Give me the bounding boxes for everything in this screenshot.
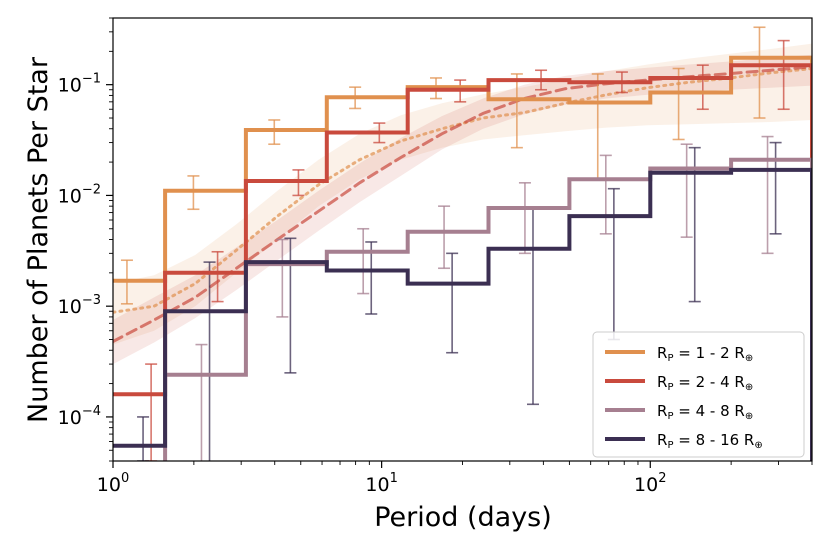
- step-line-series-4: [113, 167, 812, 461]
- error-bar-series-3-bin-4: [357, 227, 370, 295]
- legend-entry-1: RP = 1 - 2 R⊕: [605, 344, 753, 364]
- error-bar-series-3-bin-2: [195, 343, 208, 461]
- error-bar-series-1-bin-3: [268, 119, 281, 146]
- y-tick-label: 10−4: [58, 404, 101, 429]
- band-series-1: [113, 43, 812, 345]
- x-tick-label: 101: [365, 471, 397, 496]
- error-bar-series-4-bin-2: [203, 261, 216, 461]
- error-bar-series-2-bin-2: [211, 250, 224, 303]
- error-bar-series-3-bin-9: [761, 135, 774, 255]
- legend-entry-4: RP = 8 - 16 R⊕: [605, 431, 763, 451]
- error-bar-series-1-bin-8: [672, 67, 685, 141]
- x-axis-label: Period (days): [374, 502, 552, 533]
- error-bar-series-3-bin-6: [518, 182, 531, 255]
- error-bar-series-3-bin-8: [680, 143, 693, 238]
- error-bar-series-3-bin-7: [599, 154, 612, 235]
- legend-label: RP = 4 - 8 R⊕: [657, 402, 753, 422]
- error-bar-series-4-bin-4: [365, 241, 378, 315]
- y-tick-label: 10−2: [58, 182, 101, 207]
- step-histograms: [113, 55, 812, 461]
- error-bar-series-4-bin-1: [137, 416, 150, 461]
- error-bar-series-4-bin-5: [446, 252, 459, 354]
- fit-curve-series-1: [113, 67, 812, 314]
- x-tick-label: 102: [634, 471, 666, 496]
- error-bar-series-3-bin-3: [276, 238, 289, 318]
- legend-entry-2: RP = 2 - 4 R⊕: [605, 373, 753, 393]
- y-axis-ticks: 10−4 10−3 10−2 10−1: [58, 17, 113, 462]
- confidence-bands: [113, 43, 812, 365]
- legend-label: RP = 1 - 2 R⊕: [657, 344, 753, 364]
- x-tick-label: 100: [97, 471, 129, 496]
- legend-box: [592, 331, 805, 458]
- legend-label: RP = 8 - 16 R⊕: [657, 431, 763, 451]
- band-series-2: [113, 54, 812, 365]
- y-tick-label: 10−1: [58, 72, 101, 97]
- error-bar-series-3-bin-5: [438, 205, 451, 270]
- x-axis-ticks: 100 101 102: [97, 461, 813, 496]
- error-bar-series-2-bin-8: [696, 64, 709, 111]
- error-bar-series-1-bin-6: [510, 73, 523, 149]
- legend: RP = 1 - 2 R⊕ RP = 2 - 4 R⊕ RP = 4 - 8 R⊕ R…: [592, 331, 805, 458]
- y-axis-label: Number of Planets Per Star: [23, 56, 54, 423]
- error-bar-series-1-bin-9: [753, 26, 766, 119]
- error-bar-series-2-bin-9: [777, 39, 790, 111]
- legend-label: RP = 2 - 4 R⊕: [657, 373, 753, 393]
- y-tick-label: 10−3: [58, 293, 101, 318]
- legend-entry-3: RP = 4 - 8 R⊕: [605, 402, 753, 422]
